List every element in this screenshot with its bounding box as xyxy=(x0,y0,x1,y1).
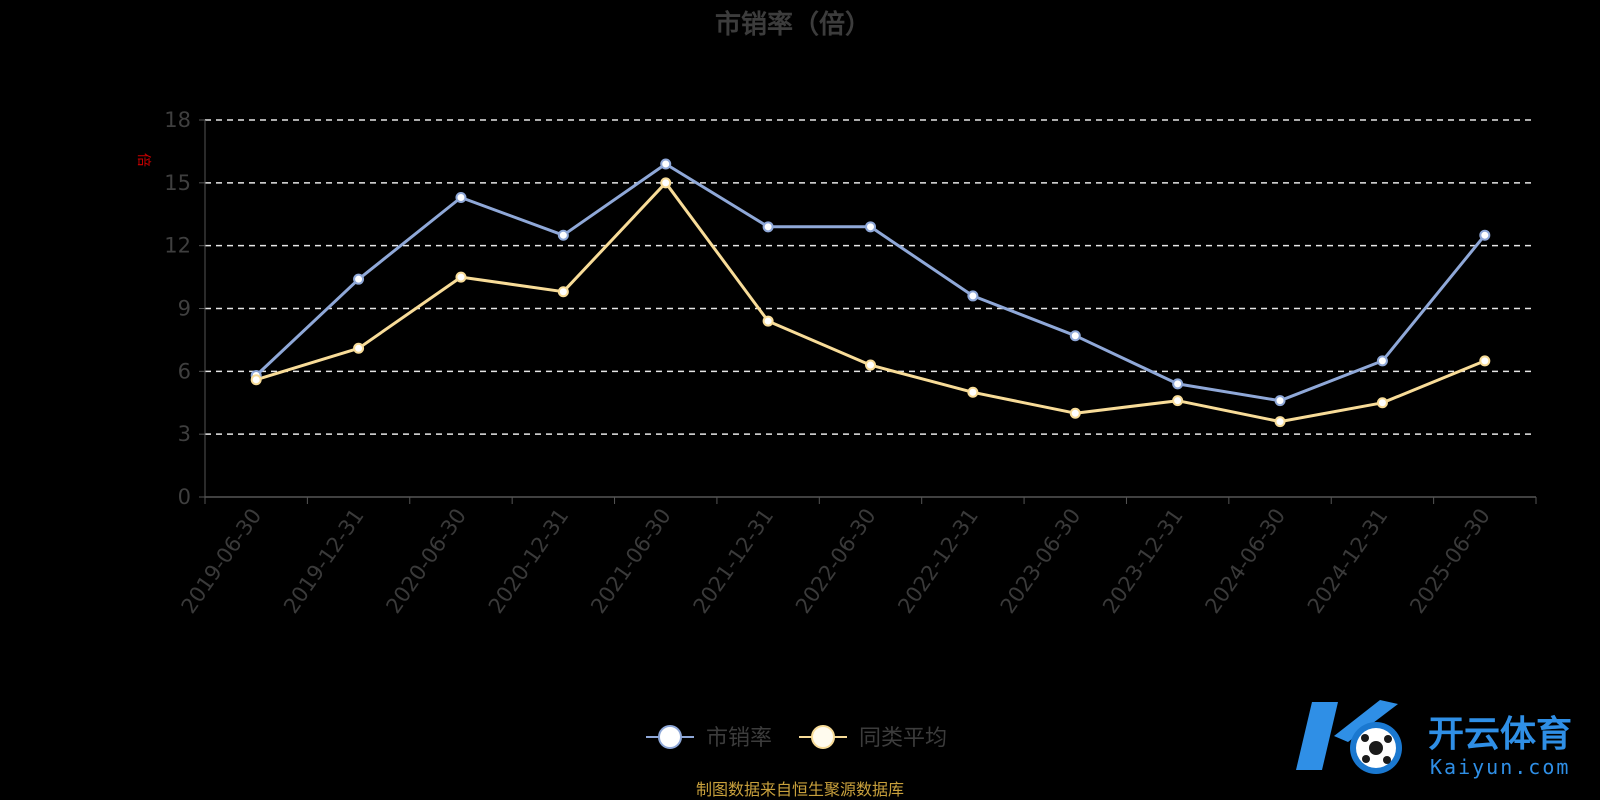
legend-label-series-2: 同类平均 xyxy=(859,726,947,751)
data-point-series-1[interactable] xyxy=(557,229,569,241)
axes xyxy=(199,119,1537,504)
watermark-brand: 开云体育 xyxy=(1428,714,1572,755)
data-point-series-1[interactable] xyxy=(455,191,467,203)
data-point-series-2[interactable] xyxy=(967,386,979,398)
legend-item-series-2[interactable]: 同类平均 xyxy=(799,725,947,751)
data-point-series-2[interactable] xyxy=(660,177,672,189)
y-tick-label: 15 xyxy=(164,171,191,195)
data-point-series-2[interactable] xyxy=(353,342,365,354)
legend-item-series-1[interactable]: 市销率 xyxy=(646,725,772,751)
legend-marker-icon xyxy=(811,725,835,749)
y-tick-label: 3 xyxy=(178,422,191,446)
data-source-note: 制图数据来自恒生聚源数据库 xyxy=(696,780,904,799)
y-tick-label: 0 xyxy=(178,485,191,509)
data-point-series-1[interactable] xyxy=(1479,229,1491,241)
y-tick-labels: 0 3 6 9 12 15 18 xyxy=(164,108,191,509)
data-point-series-2[interactable] xyxy=(1069,407,1081,419)
watermark-logo: 开云体育 Kaiyun.com xyxy=(1296,700,1572,779)
data-point-series-2[interactable] xyxy=(557,286,569,298)
data-point-series-1[interactable] xyxy=(353,273,365,285)
legend-marker-icon xyxy=(658,725,682,749)
data-point-series-2[interactable] xyxy=(1479,355,1491,367)
data-point-series-1[interactable] xyxy=(1069,330,1081,342)
watermark-site: Kaiyun.com xyxy=(1430,755,1570,779)
kaiyun-logo-icon xyxy=(1296,700,1402,774)
data-point-series-1[interactable] xyxy=(1172,378,1184,390)
y-tick-label: 12 xyxy=(164,234,191,258)
y-tick-label: 9 xyxy=(178,297,191,321)
data-point-series-1[interactable] xyxy=(1274,395,1286,407)
legend-label-series-1: 市销率 xyxy=(706,726,772,751)
data-point-series-2[interactable] xyxy=(865,359,876,371)
data-point-series-1[interactable] xyxy=(865,221,876,233)
chart-title: 市销率（倍） xyxy=(715,9,871,40)
data-point-series-2[interactable] xyxy=(1274,416,1286,428)
data-point-series-1[interactable] xyxy=(967,290,979,302)
data-point-series-2[interactable] xyxy=(762,315,774,327)
data-point-series-2[interactable] xyxy=(455,271,467,283)
data-point-series-1[interactable] xyxy=(1376,355,1388,367)
series-points xyxy=(250,158,1491,428)
data-point-series-2[interactable] xyxy=(1376,397,1388,409)
grid-lines xyxy=(205,119,1536,435)
y-axis-label: 倍 xyxy=(135,153,151,167)
data-point-series-2[interactable] xyxy=(250,374,262,386)
data-point-series-1[interactable] xyxy=(660,158,672,170)
legend[interactable]: 市销率 同类平均 xyxy=(646,725,947,751)
y-tick-label: 18 xyxy=(164,108,191,132)
data-point-series-1[interactable] xyxy=(762,221,774,233)
y-tick-label: 6 xyxy=(178,359,191,383)
data-point-series-2[interactable] xyxy=(1172,395,1184,407)
